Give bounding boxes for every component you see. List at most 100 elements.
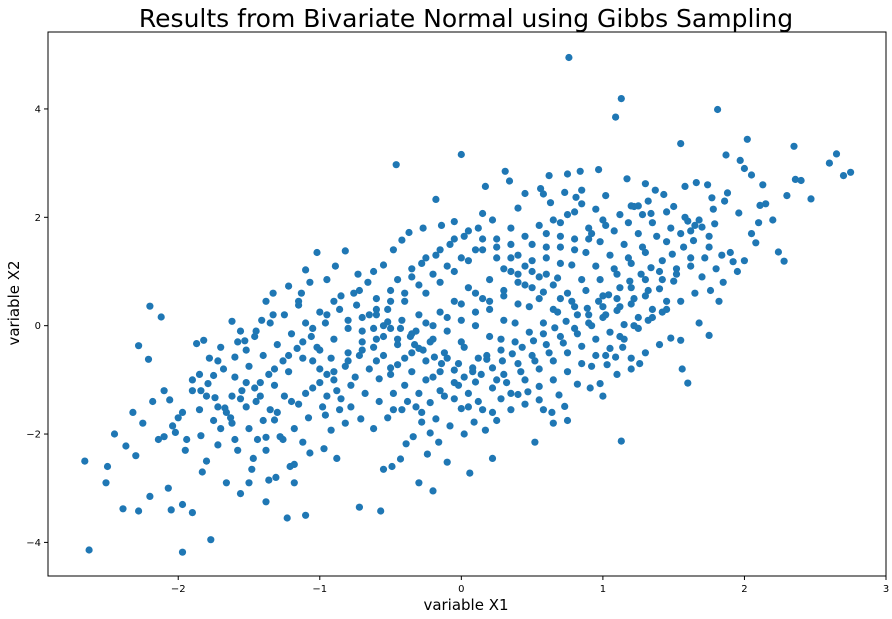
- data-point: [481, 426, 489, 434]
- data-point: [563, 349, 572, 357]
- data-point: [535, 273, 543, 281]
- data-point: [663, 297, 671, 305]
- data-point: [585, 224, 593, 232]
- data-point: [372, 305, 380, 313]
- data-point: [505, 177, 514, 185]
- data-point: [262, 297, 270, 305]
- data-point: [507, 224, 515, 232]
- data-point: [706, 286, 715, 295]
- data-point: [396, 324, 405, 332]
- data-point: [370, 324, 378, 332]
- data-point: [612, 353, 620, 361]
- data-point: [464, 389, 472, 397]
- data-point: [309, 324, 317, 332]
- data-point: [606, 344, 614, 352]
- data-point: [389, 246, 397, 254]
- data-point: [418, 418, 426, 426]
- data-point: [479, 235, 487, 243]
- data-point: [450, 267, 458, 276]
- data-point: [464, 284, 472, 292]
- data-point: [384, 305, 392, 313]
- data-point: [429, 335, 437, 343]
- data-point: [144, 355, 153, 363]
- data-point: [470, 418, 478, 426]
- data-point: [327, 426, 335, 434]
- data-point: [443, 354, 451, 362]
- data-point: [588, 322, 596, 330]
- data-point: [471, 322, 480, 330]
- data-point: [344, 324, 352, 332]
- data-point: [507, 267, 515, 276]
- data-point: [269, 289, 277, 297]
- data-point: [517, 368, 525, 376]
- data-point: [563, 416, 572, 425]
- data-point: [668, 250, 676, 258]
- data-point: [207, 536, 215, 544]
- data-point: [418, 259, 426, 267]
- data-point: [578, 200, 586, 208]
- data-point: [687, 254, 695, 262]
- data-point: [401, 289, 409, 297]
- data-point: [613, 295, 621, 303]
- data-point: [197, 432, 205, 440]
- data-point: [330, 368, 338, 376]
- data-point: [238, 387, 246, 395]
- y-axis: −4 −2 0 2 4: [26, 104, 48, 549]
- data-point: [231, 373, 239, 381]
- data-point: [539, 288, 548, 296]
- data-point: [450, 395, 458, 403]
- x-tick-label: 1: [600, 584, 606, 595]
- data-point: [205, 354, 213, 362]
- data-point: [304, 414, 313, 422]
- data-point: [457, 254, 465, 262]
- data-point: [231, 353, 239, 361]
- data-point: [353, 301, 361, 309]
- data-point: [563, 211, 572, 219]
- data-point: [347, 403, 355, 411]
- data-point: [573, 380, 582, 388]
- data-point: [586, 384, 594, 392]
- data-point: [616, 211, 624, 219]
- data-point: [222, 479, 230, 487]
- data-point: [677, 230, 685, 238]
- data-point: [535, 382, 543, 390]
- data-point: [295, 297, 303, 305]
- data-point: [592, 205, 600, 213]
- data-point: [551, 324, 559, 332]
- data-point: [548, 408, 556, 416]
- data-point: [624, 254, 633, 262]
- data-point: [542, 270, 550, 278]
- data-point: [214, 403, 222, 411]
- data-point: [252, 327, 260, 335]
- data-point: [637, 270, 645, 278]
- data-point: [258, 316, 266, 324]
- data-point: [780, 257, 788, 265]
- data-point: [422, 289, 430, 297]
- data-point: [667, 334, 675, 342]
- y-tick-label: 2: [35, 213, 41, 224]
- data-point: [486, 276, 494, 284]
- data-point: [214, 441, 222, 449]
- data-point: [188, 508, 196, 517]
- data-point: [507, 254, 515, 262]
- data-point: [436, 368, 444, 376]
- data-point: [146, 302, 154, 310]
- data-point: [497, 335, 505, 343]
- data-point: [627, 354, 635, 362]
- data-point: [110, 430, 119, 438]
- data-point: [726, 248, 734, 257]
- data-point: [539, 319, 548, 327]
- data-point: [351, 373, 359, 381]
- data-point: [344, 357, 352, 365]
- data-point: [571, 235, 579, 243]
- data-point: [319, 403, 327, 411]
- data-point: [415, 281, 423, 289]
- data-point: [493, 376, 501, 384]
- data-point: [242, 403, 250, 411]
- data-point: [648, 305, 657, 313]
- data-point: [514, 360, 522, 368]
- data-point: [341, 247, 349, 255]
- data-point: [531, 357, 539, 365]
- data-point: [251, 384, 259, 392]
- data-point: [422, 376, 430, 384]
